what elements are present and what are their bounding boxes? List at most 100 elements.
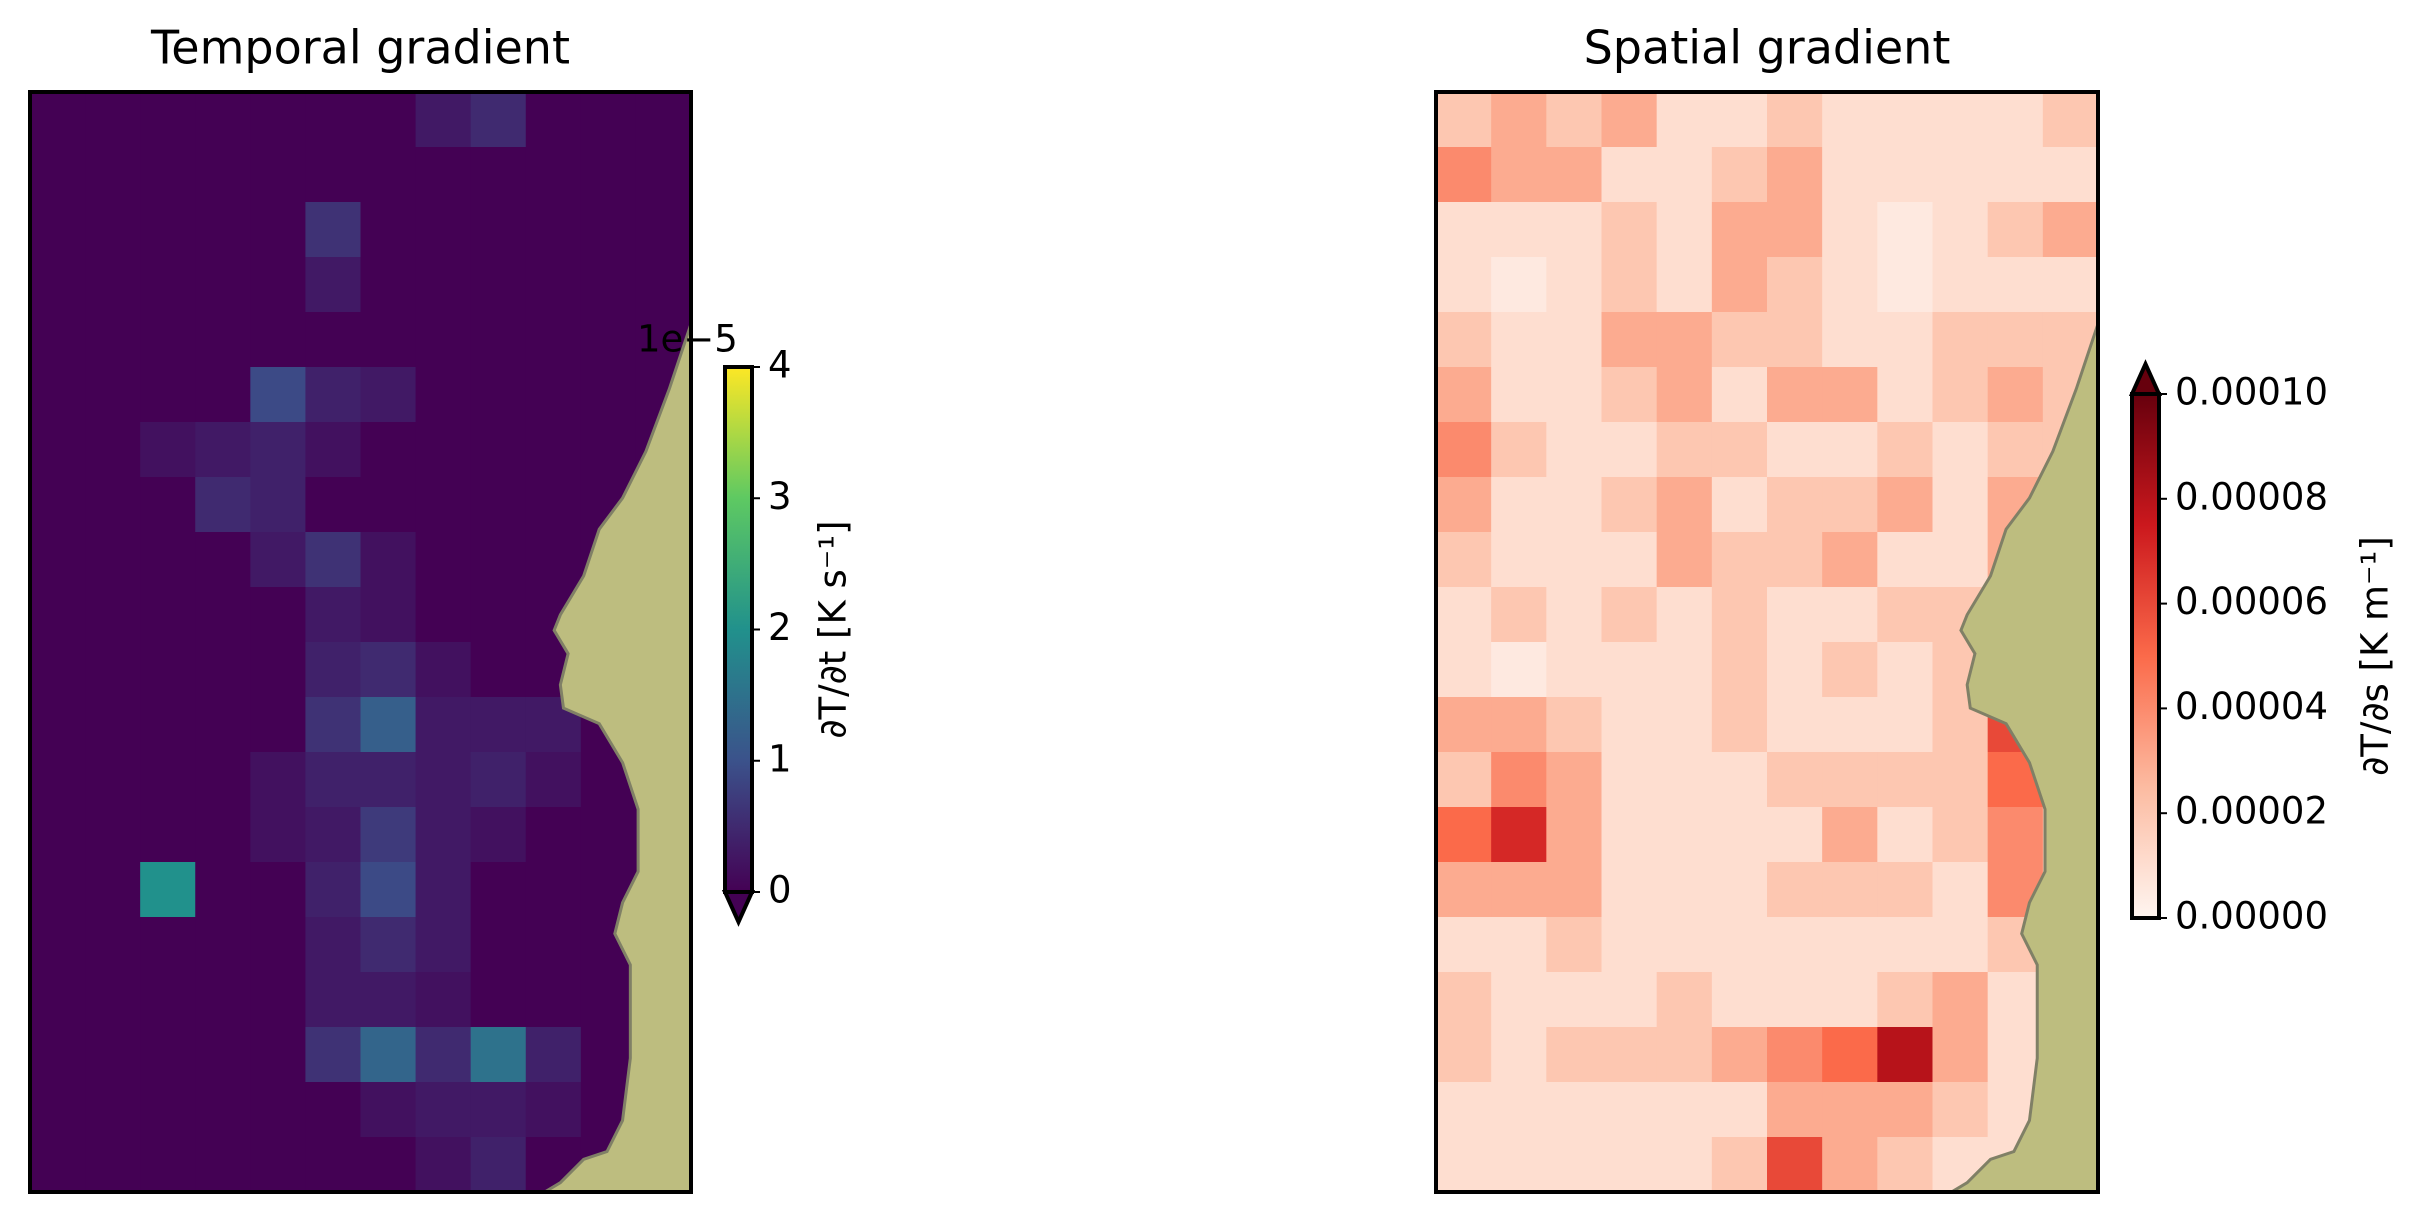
heatmap-cell xyxy=(1767,752,1823,808)
heatmap-cell xyxy=(1711,147,1768,203)
heatmap-cell xyxy=(1767,367,1823,423)
heatmap-cell xyxy=(580,972,637,1028)
colorbar-extend xyxy=(721,890,756,927)
heatmap-cell xyxy=(85,477,141,533)
heatmap-cell xyxy=(1491,862,1547,918)
heatmap-cell xyxy=(195,587,251,643)
heatmap-cell xyxy=(1656,257,1713,313)
heatmap-cell xyxy=(635,92,692,148)
heatmap-cell xyxy=(360,807,417,863)
heatmap-cell xyxy=(415,1137,472,1193)
heatmap-cell xyxy=(1822,1082,1878,1138)
heatmap-cell xyxy=(1601,532,1658,588)
heatmap-cell xyxy=(1822,147,1878,203)
heatmap-cell xyxy=(1601,147,1658,203)
heatmap-cell xyxy=(1877,257,1934,313)
heatmap-cell xyxy=(1932,422,1989,478)
heatmap-cell xyxy=(140,972,196,1028)
heatmap-cell xyxy=(140,1027,196,1083)
heatmap-cell xyxy=(1601,92,1658,148)
heatmap-cell xyxy=(1656,752,1713,808)
colorbar-tick-label: 1 xyxy=(768,737,792,780)
heatmap-cell xyxy=(1436,1027,1492,1083)
heatmap-cell xyxy=(30,147,86,203)
colorbar-tick-label: 0.00006 xyxy=(2175,580,2328,623)
heatmap-cell xyxy=(1656,312,1713,368)
heatmap-cell xyxy=(1932,477,1989,533)
heatmap-cell xyxy=(30,972,86,1028)
heatmap-cell xyxy=(1822,1137,1878,1193)
heatmap-cell xyxy=(30,257,86,313)
heatmap-cell xyxy=(470,587,527,643)
chart-title: Spatial gradient xyxy=(1584,21,1951,75)
colorbar-tick-label: 0.00000 xyxy=(2175,895,2328,938)
heatmap-cell xyxy=(250,972,307,1028)
heatmap-cell xyxy=(1601,1082,1658,1138)
heatmap-cell xyxy=(250,807,307,863)
heatmap-cell xyxy=(1877,917,1934,973)
heatmap-cell xyxy=(415,917,472,973)
heatmap-cell xyxy=(85,587,141,643)
heatmap-cell xyxy=(30,1137,86,1193)
heatmap-cell xyxy=(250,1137,307,1193)
heatmap-cell xyxy=(1711,1027,1768,1083)
heatmap-cell xyxy=(30,92,86,148)
heatmap-cell xyxy=(140,917,196,973)
heatmap-cell xyxy=(525,312,582,368)
heatmap-cell xyxy=(1546,642,1603,698)
heatmap-cell xyxy=(470,477,527,533)
heatmap-cell xyxy=(140,422,196,478)
heatmap-cell xyxy=(1711,92,1768,148)
heatmap-cell xyxy=(2042,92,2099,148)
heatmap-cell xyxy=(1711,972,1768,1028)
heatmap-cell xyxy=(195,147,251,203)
heatmap-cell xyxy=(85,92,141,148)
heatmap-cell xyxy=(1987,367,2044,423)
heatmap-cell xyxy=(1877,697,1934,753)
heatmap-cell xyxy=(470,1027,527,1083)
heatmap-cell xyxy=(250,257,307,313)
heatmap-cell xyxy=(1546,422,1603,478)
heatmap-cell xyxy=(140,1137,196,1193)
heatmap-cell xyxy=(415,697,472,753)
heatmap-cell xyxy=(360,917,417,973)
heatmap-cell xyxy=(580,312,637,368)
heatmap-cell xyxy=(195,642,251,698)
heatmap-cell xyxy=(195,1082,251,1138)
heatmap-cell xyxy=(1546,1137,1603,1193)
heatmap-cell xyxy=(525,92,582,148)
heatmap-cell xyxy=(1436,697,1492,753)
heatmap-cell xyxy=(470,697,527,753)
heatmap-cell xyxy=(635,147,692,203)
heatmap-cell xyxy=(1987,807,2044,863)
heatmap-cell xyxy=(1546,147,1603,203)
heatmap-cell xyxy=(195,1137,251,1193)
heatmap-cell xyxy=(1711,532,1768,588)
heatmap-cell xyxy=(415,862,472,918)
heatmap-cell xyxy=(1932,92,1989,148)
heatmap-cell xyxy=(1932,312,1989,368)
heatmap-cell xyxy=(1822,807,1878,863)
heatmap-cell xyxy=(85,917,141,973)
heatmap-cell xyxy=(415,147,472,203)
heatmap-cell xyxy=(1767,532,1823,588)
heatmap-cell xyxy=(140,367,196,423)
heatmap-cell xyxy=(250,532,307,588)
heatmap-cell xyxy=(525,862,582,918)
heatmap-cell xyxy=(1601,917,1658,973)
axes-frame xyxy=(28,90,693,1194)
heatmap-cell xyxy=(470,202,527,258)
heatmap-cell xyxy=(360,477,417,533)
heatmap-cell xyxy=(360,202,417,258)
heatmap-cell xyxy=(1822,532,1878,588)
heatmap-cell xyxy=(1932,917,1989,973)
heatmap-cell xyxy=(140,532,196,588)
heatmap-cell xyxy=(470,532,527,588)
heatmap-cell xyxy=(305,202,362,258)
colorbar-tick-label: 0.00004 xyxy=(2175,685,2328,728)
heatmap-cell xyxy=(1822,92,1878,148)
heatmap-cell xyxy=(1932,1082,1989,1138)
heatmap-cell xyxy=(580,807,637,863)
heatmap-cell xyxy=(1601,807,1658,863)
